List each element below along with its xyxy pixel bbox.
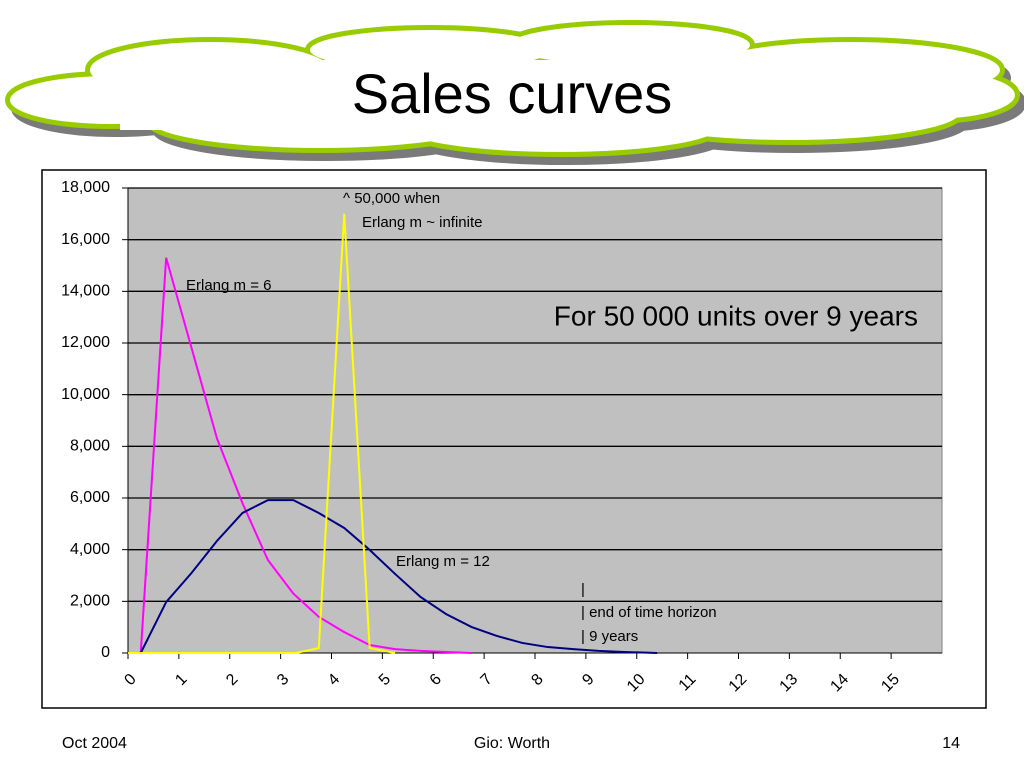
footer-author: Gio: Worth — [474, 735, 550, 752]
y-tick-label: 10,000 — [61, 386, 110, 403]
annotation: | 9 years — [581, 628, 638, 645]
annotation: For 50 000 units over 9 years — [554, 300, 918, 331]
y-tick-label: 18,000 — [61, 179, 110, 196]
y-tick-label: 0 — [101, 644, 110, 661]
plot-area — [127, 187, 943, 654]
cloud — [5, 20, 1024, 165]
y-tick-label: 8,000 — [70, 438, 110, 455]
annotation: Erlang m = 12 — [396, 553, 490, 570]
y-tick-label: 12,000 — [61, 334, 110, 351]
annotation: ^ 50,000 when — [343, 190, 440, 207]
footer-page: 14 — [942, 735, 960, 752]
data-line — [139, 257, 472, 654]
y-tick-label: 2,000 — [70, 593, 110, 610]
y-tick-label: 4,000 — [70, 541, 110, 558]
y-tick-label: 14,000 — [61, 283, 110, 300]
annotation: Erlang m ~ infinite — [362, 214, 482, 231]
annotation: | end of time horizon — [581, 604, 717, 621]
slide-title: Sales curves — [352, 62, 673, 125]
footer-date: Oct 2004 — [62, 735, 127, 752]
annotation: | — [581, 581, 585, 598]
y-tick-label: 16,000 — [61, 231, 110, 248]
annotation: Erlang m = 6 — [186, 277, 271, 294]
y-tick-label: 6,000 — [70, 489, 110, 506]
data-line — [128, 213, 396, 654]
data-line — [139, 499, 658, 654]
